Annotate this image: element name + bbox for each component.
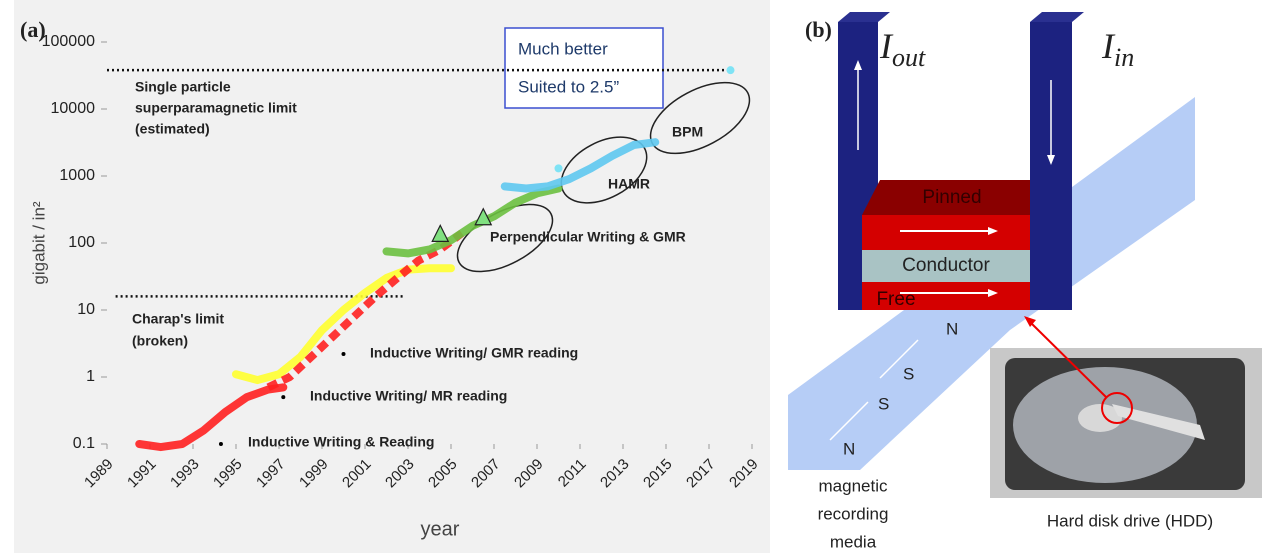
arrow-head <box>1047 155 1055 165</box>
y-axis-label: gigabit / in² <box>29 201 48 284</box>
callout-box <box>504 27 664 109</box>
limit-label: Charap's limit <box>132 311 224 327</box>
ellipse <box>560 136 648 204</box>
annotation: Inductive Writing/ GMR reading <box>370 345 578 361</box>
bit-arrow <box>829 401 869 441</box>
conductor-layer <box>862 250 1030 282</box>
trend-line <box>500 138 660 193</box>
hdd-arm <box>1112 404 1205 440</box>
arrow-head <box>988 289 998 297</box>
annotation: Perpendicular Writing & GMR <box>490 229 686 245</box>
y-tick-label: 10000 <box>51 100 96 117</box>
y-tick-label: 1000 <box>59 167 95 184</box>
annotation: HAMR <box>608 176 650 192</box>
annotation: Inductive Writing & Reading <box>248 434 434 450</box>
limit-label: Single particle <box>135 79 231 95</box>
limit-label: (estimated) <box>135 121 210 137</box>
pointer-line <box>1029 321 1107 398</box>
callout-text: Much better <box>518 39 608 58</box>
pinned-layer <box>862 215 1030 250</box>
x-axis-label: year <box>421 518 460 540</box>
current-subscript: in <box>1114 43 1134 72</box>
media-label: recording <box>818 504 889 523</box>
free-layer <box>862 282 1030 310</box>
arrow-head <box>988 227 998 235</box>
y-tick-label: 100 <box>68 234 95 251</box>
annotation: Inductive Writing/ MR reading <box>310 388 507 404</box>
media-label: magnetic <box>819 476 888 495</box>
annotation: BPM <box>672 124 703 140</box>
callout-text: Suited to 2.5” <box>518 77 619 96</box>
triangle-marker <box>474 207 493 226</box>
pole-label: S <box>903 364 914 383</box>
y-tick-label: 1 <box>86 368 95 385</box>
pole-label: N <box>946 319 958 338</box>
pole-label: S <box>878 394 889 413</box>
dot-marker <box>554 164 563 173</box>
pole-label: N <box>843 439 855 458</box>
dot-marker <box>218 442 223 446</box>
current-label: Iout <box>879 26 926 72</box>
pillar-top <box>1030 12 1084 22</box>
limit-label: (broken) <box>132 333 188 349</box>
limit-label: superparamagnetic limit <box>135 100 297 116</box>
arrow-head <box>1024 316 1036 327</box>
photo-caption: Hard disk drive (HDD) <box>1047 511 1213 530</box>
panel-label: (b) <box>805 17 832 42</box>
current-symbol: I <box>1101 26 1116 66</box>
pillar-top <box>838 12 890 22</box>
media-label: media <box>830 532 877 551</box>
head-circle <box>1101 392 1133 424</box>
stack-top <box>862 180 1030 215</box>
dot-marker <box>726 66 735 75</box>
current-subscript: out <box>892 43 926 72</box>
hdd-spindle <box>1078 404 1122 432</box>
trend-line <box>266 230 465 391</box>
trend-line <box>135 383 288 452</box>
panel-label: (a) <box>20 17 46 42</box>
y-tick-label: 100000 <box>42 33 95 50</box>
layer-label: Free <box>876 289 915 310</box>
arrow-head <box>854 60 862 70</box>
trend-line <box>382 184 563 258</box>
triangle-marker <box>431 224 450 242</box>
bit-arrow <box>879 339 919 379</box>
y-tick-label: 10 <box>77 301 95 318</box>
dot-marker <box>281 395 286 400</box>
trend-line <box>232 264 455 385</box>
layer-label: Conductor <box>902 255 990 276</box>
pillar <box>1030 22 1072 310</box>
current-symbol: I <box>879 26 894 66</box>
y-tick-label: 0.1 <box>73 435 95 452</box>
dot-marker <box>341 352 346 357</box>
layer-label: Pinned <box>922 187 981 208</box>
current-label: Iin <box>1101 26 1134 72</box>
